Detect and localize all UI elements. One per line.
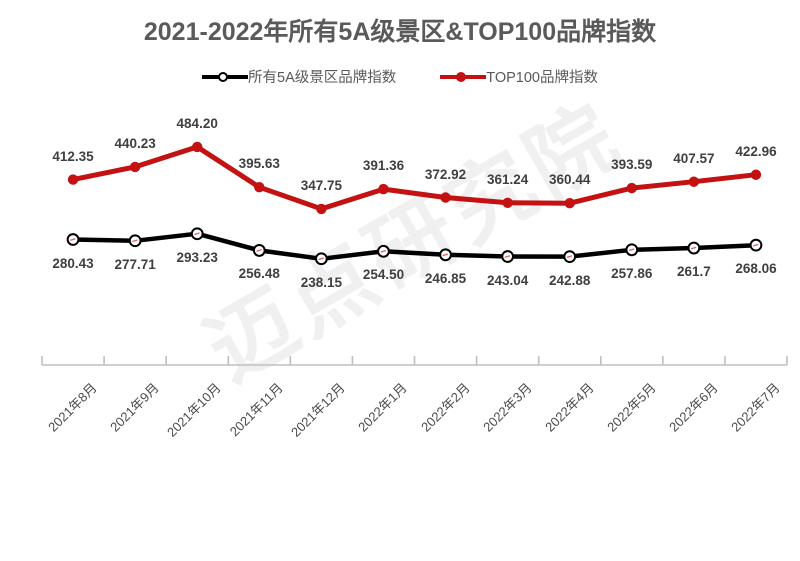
data-label: 243.04 [486,272,529,288]
data-label: 395.63 [238,156,280,172]
data-label: 422.96 [735,143,777,159]
legend-marker-open-circle-icon [202,69,248,85]
data-label: 360.44 [549,172,591,188]
legend-item-all-5a[interactable]: 所有5A级景区品牌指数 [202,66,396,87]
data-label: 268.06 [735,261,777,277]
data-label: 242.88 [549,272,591,288]
data-label: 257.86 [611,265,653,281]
data-label: 440.23 [114,135,156,151]
data-label: 407.57 [673,150,715,166]
x-axis-label-layer: 2021年8月 2021年9月 2021年10月 2021年11月 2021年12月 20… [45,380,782,440]
data-label: 484.20 [176,115,218,131]
data-label: 254.50 [362,267,405,283]
chart-legend: 所有5A级景区品牌指数 TOP100品牌指数 [0,66,800,87]
data-label: 256.48 [238,266,280,282]
legend-label-all-5a: 所有5A级景区品牌指数 [248,70,397,86]
chart-title: 2021-2022年所有5A级景区&TOP100品牌指数 [143,18,657,46]
chart-container: 迈点研究院 2021-2022年所有5A级景区&TOP100品牌指数 所有5A级… [0,18,800,440]
data-label: 372.92 [424,166,467,182]
legend-label-top100: TOP100品牌指数 [486,70,598,86]
data-label: 238.15 [300,274,343,290]
legend-item-top100[interactable]: TOP100品牌指数 [440,66,598,87]
data-label: 391.36 [362,158,405,174]
data-label: 277.71 [114,256,156,272]
data-label: 361.24 [486,171,529,187]
data-label: 347.75 [300,177,343,193]
data-label: 280.43 [52,255,94,271]
data-label: 246.85 [424,270,467,286]
data-label: 293.23 [176,249,218,265]
data-label: 261.7 [676,264,711,279]
data-label: 393.59 [611,157,653,173]
legend-marker-filled-circle-icon [440,69,487,85]
data-label: 412.35 [52,148,94,164]
